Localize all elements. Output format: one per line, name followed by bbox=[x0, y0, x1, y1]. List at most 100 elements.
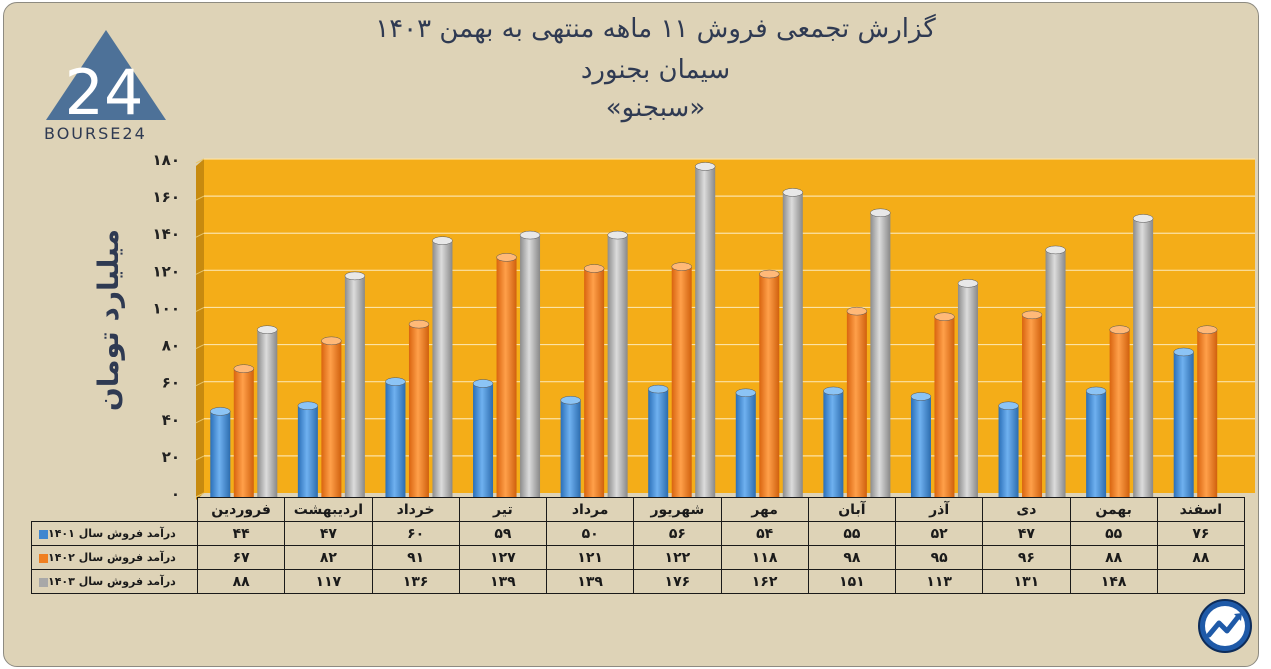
table-cell: ۶۰ bbox=[371, 521, 460, 546]
series-name: درآمد فروش سال ۱۴۰۳ bbox=[48, 575, 176, 588]
y-axis: ۰ ۲۰ ۴۰ ۶۰ ۸۰ ۱۰۰ ۱۲۰ ۱۴۰ ۱۶۰ ۱۸۰ bbox=[153, 151, 180, 503]
y-axis-label: میلیارد تومان bbox=[92, 229, 125, 411]
gridline-side bbox=[195, 492, 205, 498]
y-tick-label: ۱۸۰ bbox=[153, 151, 180, 169]
table-cell: ۱۲۷ bbox=[458, 545, 548, 570]
legend-swatch bbox=[39, 553, 48, 563]
table-cell: ۱۱۸ bbox=[720, 545, 809, 570]
bar bbox=[432, 240, 453, 497]
bar bbox=[233, 368, 254, 497]
gridline-side bbox=[195, 306, 205, 312]
bar bbox=[321, 340, 342, 497]
gridline-side bbox=[195, 269, 205, 275]
table-cell: ۵۵ bbox=[1069, 521, 1158, 546]
bar bbox=[1173, 351, 1194, 497]
table-cell: ۱۳۱ bbox=[982, 569, 1071, 594]
table-cell: ۹۱ bbox=[371, 545, 460, 570]
bar bbox=[957, 283, 978, 497]
table-row: درآمد فروش سال ۱۴۰۱ ۴۴ ۴۷ ۶۰ ۵۹ ۵۰ ۵۶ ۵۴ ۵۵ ۵۲ ۴۷ ۵… bbox=[31, 521, 1246, 546]
table-cell: ۴۷ bbox=[284, 521, 373, 546]
bar-top bbox=[823, 386, 844, 396]
bar bbox=[782, 192, 803, 497]
series-name: درآمد فروش سال ۱۴۰۱ bbox=[48, 527, 176, 540]
bar-top bbox=[472, 379, 494, 388]
logo-triangle bbox=[46, 30, 166, 120]
bar bbox=[496, 257, 517, 497]
bar bbox=[1086, 390, 1107, 497]
bar bbox=[1045, 249, 1066, 497]
bar-top bbox=[496, 253, 517, 262]
data-table: فروردین اردیبهشت خرداد تیر مرداد شهریور مهر آبا… bbox=[31, 497, 1246, 594]
table-cell: ۹۶ bbox=[982, 545, 1071, 570]
category-label: تیر bbox=[458, 497, 548, 522]
table-cell bbox=[1156, 569, 1246, 594]
bars bbox=[210, 162, 1218, 498]
category-label: خرداد bbox=[371, 497, 460, 522]
bar-top bbox=[408, 319, 430, 329]
bar-top bbox=[560, 395, 581, 405]
category-label: آذر bbox=[894, 497, 984, 522]
bar bbox=[910, 396, 931, 497]
bar-top bbox=[321, 336, 342, 346]
bar bbox=[1133, 218, 1154, 497]
bar-top bbox=[910, 392, 932, 401]
category-label: مهر bbox=[720, 497, 809, 522]
bar bbox=[385, 381, 406, 497]
table-cell: ۸۲ bbox=[284, 545, 373, 570]
bar-top bbox=[1021, 310, 1043, 320]
y-tick-label: ۶۰ bbox=[162, 374, 180, 392]
bar-top bbox=[957, 279, 979, 288]
bar bbox=[520, 235, 541, 498]
bar bbox=[584, 268, 605, 497]
bar bbox=[759, 274, 780, 497]
bar-top bbox=[1085, 386, 1107, 396]
table-cell: ۸۸ bbox=[196, 569, 286, 594]
category-label: بهمن bbox=[1069, 497, 1158, 522]
bar-top bbox=[759, 269, 780, 279]
bar bbox=[823, 390, 844, 497]
table-cell: ۷۶ bbox=[1156, 521, 1246, 546]
bar bbox=[648, 389, 669, 497]
bar-top bbox=[519, 230, 541, 240]
chart-ticker: «سبجنو» bbox=[605, 93, 706, 123]
gridline-side bbox=[195, 455, 205, 461]
bar bbox=[998, 405, 1019, 497]
table-cell: ۱۶۲ bbox=[720, 569, 809, 594]
bar-top bbox=[257, 325, 278, 334]
legend-entry: درآمد فروش سال ۱۴۰۱ bbox=[31, 521, 198, 546]
gridlines bbox=[195, 158, 1255, 498]
table-cell: ۵۲ bbox=[894, 521, 984, 546]
bar bbox=[297, 405, 318, 497]
table-cell: ۹۵ bbox=[894, 545, 984, 570]
table-cell: ۱۳۹ bbox=[545, 569, 635, 594]
category-label: اردیبهشت bbox=[284, 497, 373, 522]
gridline-side bbox=[195, 232, 205, 238]
table-cell: ۴۷ bbox=[982, 521, 1071, 546]
bar-top bbox=[432, 236, 453, 245]
bar-top bbox=[607, 230, 628, 240]
table-cell: ۵۹ bbox=[458, 521, 548, 546]
bar bbox=[870, 212, 891, 498]
table-cell: ۵۶ bbox=[633, 521, 722, 546]
bourse24-logo: 24 bbox=[46, 30, 166, 129]
series-name: درآمد فروش سال ۱۴۰۲ bbox=[48, 551, 176, 564]
table-cell: ۴۴ bbox=[196, 521, 286, 546]
table-cell: ۱۲۱ bbox=[545, 545, 635, 570]
bar bbox=[846, 311, 867, 497]
trend-badge-icon bbox=[1198, 599, 1252, 653]
bar-top bbox=[694, 162, 716, 171]
bar-top bbox=[583, 264, 605, 273]
chart-subtitle: سیمان بجنورد bbox=[580, 55, 731, 85]
category-label: اسفند bbox=[1156, 497, 1246, 522]
bar bbox=[934, 316, 955, 497]
y-tick-label: ۱۴۰ bbox=[153, 225, 180, 243]
table-cell: ۱۷۶ bbox=[633, 569, 722, 594]
bar-top bbox=[210, 407, 231, 416]
bar bbox=[473, 383, 494, 497]
bar-top bbox=[934, 312, 955, 321]
table-header-row: فروردین اردیبهشت خرداد تیر مرداد شهریور مهر آبا… bbox=[31, 497, 1246, 522]
bar bbox=[735, 392, 756, 497]
bar bbox=[607, 235, 628, 498]
table-cell: ۹۸ bbox=[807, 545, 897, 570]
gridline-side bbox=[195, 418, 205, 424]
